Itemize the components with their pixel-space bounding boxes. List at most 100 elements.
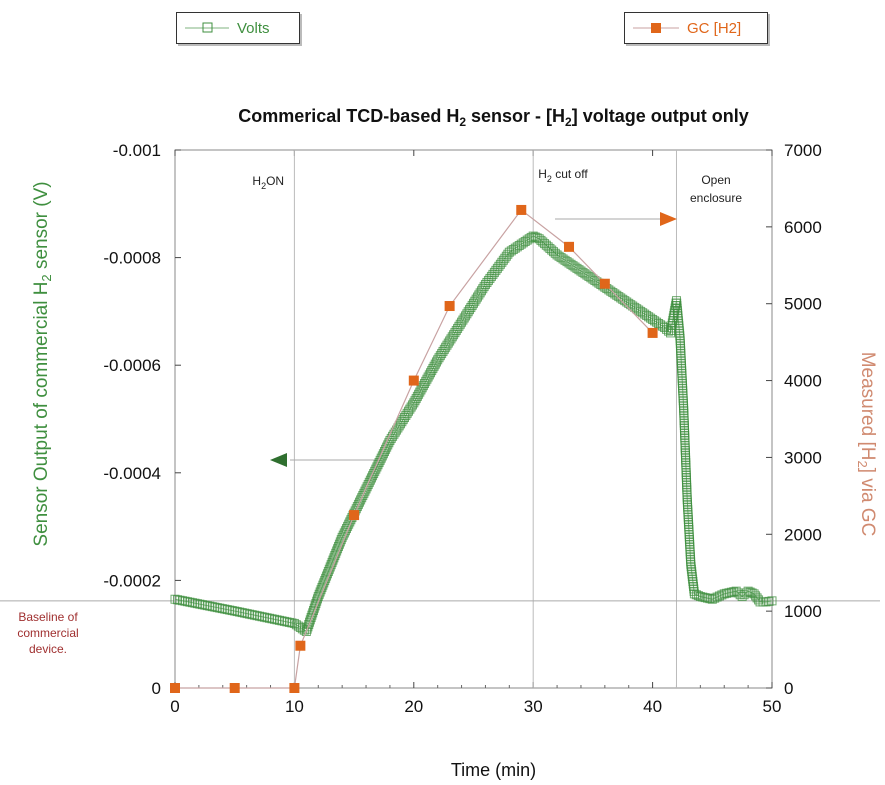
volts-point xyxy=(324,564,334,574)
annotation-h2-cutoff: H2 cut off xyxy=(538,167,588,184)
volts-point xyxy=(326,560,336,570)
x-tick-label: 30 xyxy=(524,697,543,716)
volts-point xyxy=(247,610,257,620)
volts-point xyxy=(331,548,341,558)
volts-point xyxy=(503,249,513,259)
volts-point xyxy=(712,592,722,602)
volts-point xyxy=(726,587,736,597)
volts-point xyxy=(695,592,705,602)
volts-point xyxy=(237,608,247,618)
volts-point xyxy=(761,597,771,607)
volts-point xyxy=(724,588,734,598)
volts-point xyxy=(260,612,270,622)
volts-point xyxy=(703,593,713,603)
y-right-tick-label: 1000 xyxy=(784,602,822,621)
volts-point xyxy=(710,593,720,603)
chart-title: Commerical TCD-based H2 sensor - [H2] vo… xyxy=(238,106,748,129)
volts-point xyxy=(302,624,312,634)
y-right-tick-label: 4000 xyxy=(784,372,822,391)
volts-point xyxy=(335,537,345,547)
volts-point xyxy=(320,576,330,586)
volts-point xyxy=(279,616,289,626)
volts-point xyxy=(304,620,314,630)
gc-point xyxy=(564,241,575,252)
legend-volts: Volts xyxy=(176,12,300,44)
volts-point xyxy=(257,612,267,622)
gc-point xyxy=(229,683,240,693)
volts-point xyxy=(284,617,294,627)
y-right-tick-label: 5000 xyxy=(784,295,822,314)
volts-point xyxy=(719,589,729,599)
gc-point xyxy=(295,640,306,651)
volts-point xyxy=(327,557,337,567)
volts-point xyxy=(747,588,757,598)
x-axis-label: Time (min) xyxy=(451,760,536,780)
y-left-axis-label: Sensor Output of commercial H2 sensor (V… xyxy=(31,181,54,546)
y-left-tick-label: 0 xyxy=(152,679,161,698)
volts-point xyxy=(325,562,335,572)
annotation-baseline: Baseline of xyxy=(18,610,78,624)
volts-point xyxy=(313,592,323,602)
volts-point xyxy=(700,593,710,603)
y-left-tick-label: -0.0006 xyxy=(103,356,161,375)
volts-point xyxy=(240,608,250,618)
volts-point xyxy=(332,546,342,556)
volts-point xyxy=(235,607,245,617)
volts-point xyxy=(301,627,311,637)
gc-point xyxy=(408,375,419,386)
gc-point xyxy=(647,327,658,338)
annotation-h2-on: H2ON xyxy=(252,174,284,191)
legend-gc: GC [H2] xyxy=(624,12,768,44)
right-axis-arrow-head xyxy=(660,212,677,226)
volts-point xyxy=(722,588,732,598)
volts-point xyxy=(274,615,284,625)
volts-point xyxy=(707,594,717,604)
x-tick-label: 10 xyxy=(285,697,304,716)
x-tick-label: 50 xyxy=(763,697,782,716)
gc-point xyxy=(444,301,455,312)
volts-point xyxy=(714,591,724,601)
volts-point xyxy=(334,539,344,549)
volts-point xyxy=(705,594,715,604)
volts-point xyxy=(245,609,255,619)
y-right-tick-label: 2000 xyxy=(784,525,822,544)
x-tick-label: 20 xyxy=(404,697,423,716)
volts-point xyxy=(333,541,343,551)
y-right-tick-label: 0 xyxy=(784,679,793,698)
volts-point xyxy=(252,611,262,621)
x-tick-label: 0 xyxy=(170,697,179,716)
y-left-tick-label: -0.0002 xyxy=(103,571,161,590)
volts-point xyxy=(255,611,265,621)
volts-point xyxy=(323,567,333,577)
legend-gc-swatch xyxy=(633,23,679,33)
y-left-tick-label: -0.0008 xyxy=(103,249,161,268)
volts-point xyxy=(322,569,332,579)
annotation-enclosure: enclosure xyxy=(690,191,742,205)
left-axis-arrow-head xyxy=(270,453,287,467)
volts-point xyxy=(314,589,324,599)
volts-point xyxy=(262,613,272,623)
volts-point xyxy=(303,622,313,632)
volts-point xyxy=(319,578,329,588)
volts-point xyxy=(232,607,242,617)
volts-point xyxy=(265,613,275,623)
legend-gc-label: GC [H2] xyxy=(687,19,742,37)
y-right-axis-label: Measured [H2] via GC xyxy=(855,352,878,537)
volts-point xyxy=(282,617,292,627)
gc-point xyxy=(599,278,610,289)
annotation-baseline: device. xyxy=(29,642,67,656)
volts-point xyxy=(316,585,326,595)
volts-point xyxy=(272,615,282,625)
volts-point xyxy=(329,553,339,563)
volts-point xyxy=(242,609,252,619)
annotation-open: Open xyxy=(701,173,730,187)
volts-point xyxy=(277,616,287,626)
volts-point xyxy=(267,614,277,624)
x-tick-label: 40 xyxy=(643,697,662,716)
volts-point xyxy=(305,617,315,627)
gc-point xyxy=(349,510,360,521)
gc-point xyxy=(516,204,527,215)
y-right-tick-label: 7000 xyxy=(784,141,822,160)
volts-point xyxy=(698,592,708,602)
